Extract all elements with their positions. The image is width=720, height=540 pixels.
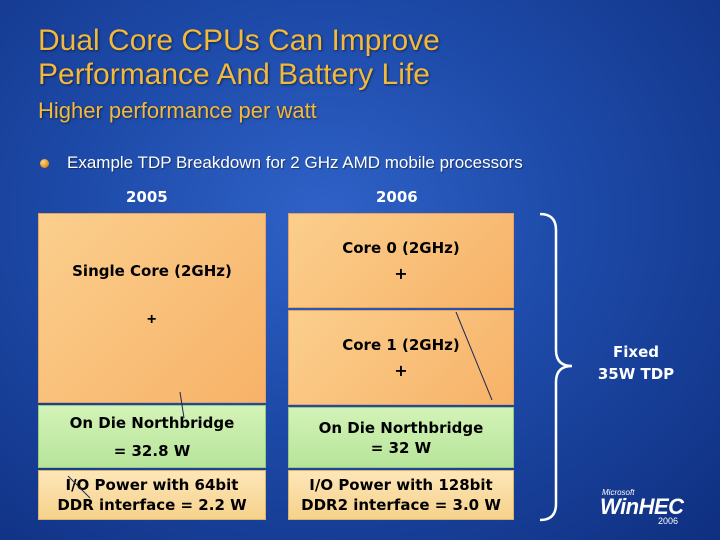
northbridge-box-2005: On Die Northbridge = 32.8 W [38, 405, 266, 468]
bullet-icon [40, 158, 49, 168]
northbridge-2005-line2: = 32.8 W [113, 441, 191, 460]
title-line-1: Dual Core CPUs Can Improve [38, 24, 440, 57]
bullet-item: Example TDP Breakdown for 2 GHz AMD mobi… [40, 153, 523, 173]
northbridge-box-2006: On Die Northbridge = 32 W [288, 407, 514, 468]
core1-box: Core 1 (2GHz) + [288, 310, 514, 405]
core0-plus: + [394, 263, 408, 283]
io-2006-line2: DDR2 interface = 3.0 W [301, 496, 501, 514]
fixed-tdp-line1: Fixed [613, 343, 659, 361]
fixed-tdp-label: Fixed 35W TDP [588, 341, 684, 385]
io-2005-line2: DDR interface = 2.2 W [57, 496, 247, 514]
plus-sign-2005: + [147, 311, 157, 328]
single-core-box: Single Core (2GHz) [38, 213, 266, 403]
guide-line-io [67, 475, 91, 499]
slide-title: Dual Core CPUs Can Improve Performance A… [38, 24, 440, 92]
io-power-box-2006: I/O Power with 128bit DDR2 interface = 3… [288, 470, 514, 520]
northbridge-2006-line1: On Die Northbridge [318, 418, 484, 437]
core0-box: Core 0 (2GHz) + [288, 213, 514, 308]
io-2005-line1: I/O Power with 64bit [65, 476, 239, 494]
guide-line-2005 [179, 391, 185, 419]
bracket-shape [539, 212, 573, 522]
logo-year-text: 2006 [658, 516, 679, 526]
core1-label: Core 1 (2GHz) [342, 335, 460, 354]
logo-winhec-text: WinHEC [600, 494, 684, 519]
title-line-2: Performance And Battery Life [38, 58, 430, 91]
io-2006-line1: I/O Power with 128bit [309, 476, 493, 494]
core1-plus: + [394, 360, 408, 380]
io-power-box-2005: I/O Power with 64bit DDR interface = 2.2… [38, 470, 266, 520]
guide-line-2006 [455, 311, 493, 401]
logo-microsoft-text: Microsoft [602, 488, 635, 497]
core0-label: Core 0 (2GHz) [342, 238, 460, 257]
winhec-logo: Microsoft WinHEC 2006 [590, 488, 700, 528]
single-core-label: Single Core (2GHz) [72, 262, 232, 280]
northbridge-2006-line2: = 32 W [370, 438, 432, 457]
year-2006-label: 2006 [376, 188, 418, 206]
northbridge-2005-line1: On Die Northbridge [69, 413, 235, 432]
fixed-tdp-line2: 35W TDP [597, 365, 675, 383]
year-2005-label: 2005 [126, 188, 168, 206]
slide-subtitle: Higher performance per watt [38, 98, 317, 123]
bullet-text: Example TDP Breakdown for 2 GHz AMD mobi… [67, 153, 523, 172]
